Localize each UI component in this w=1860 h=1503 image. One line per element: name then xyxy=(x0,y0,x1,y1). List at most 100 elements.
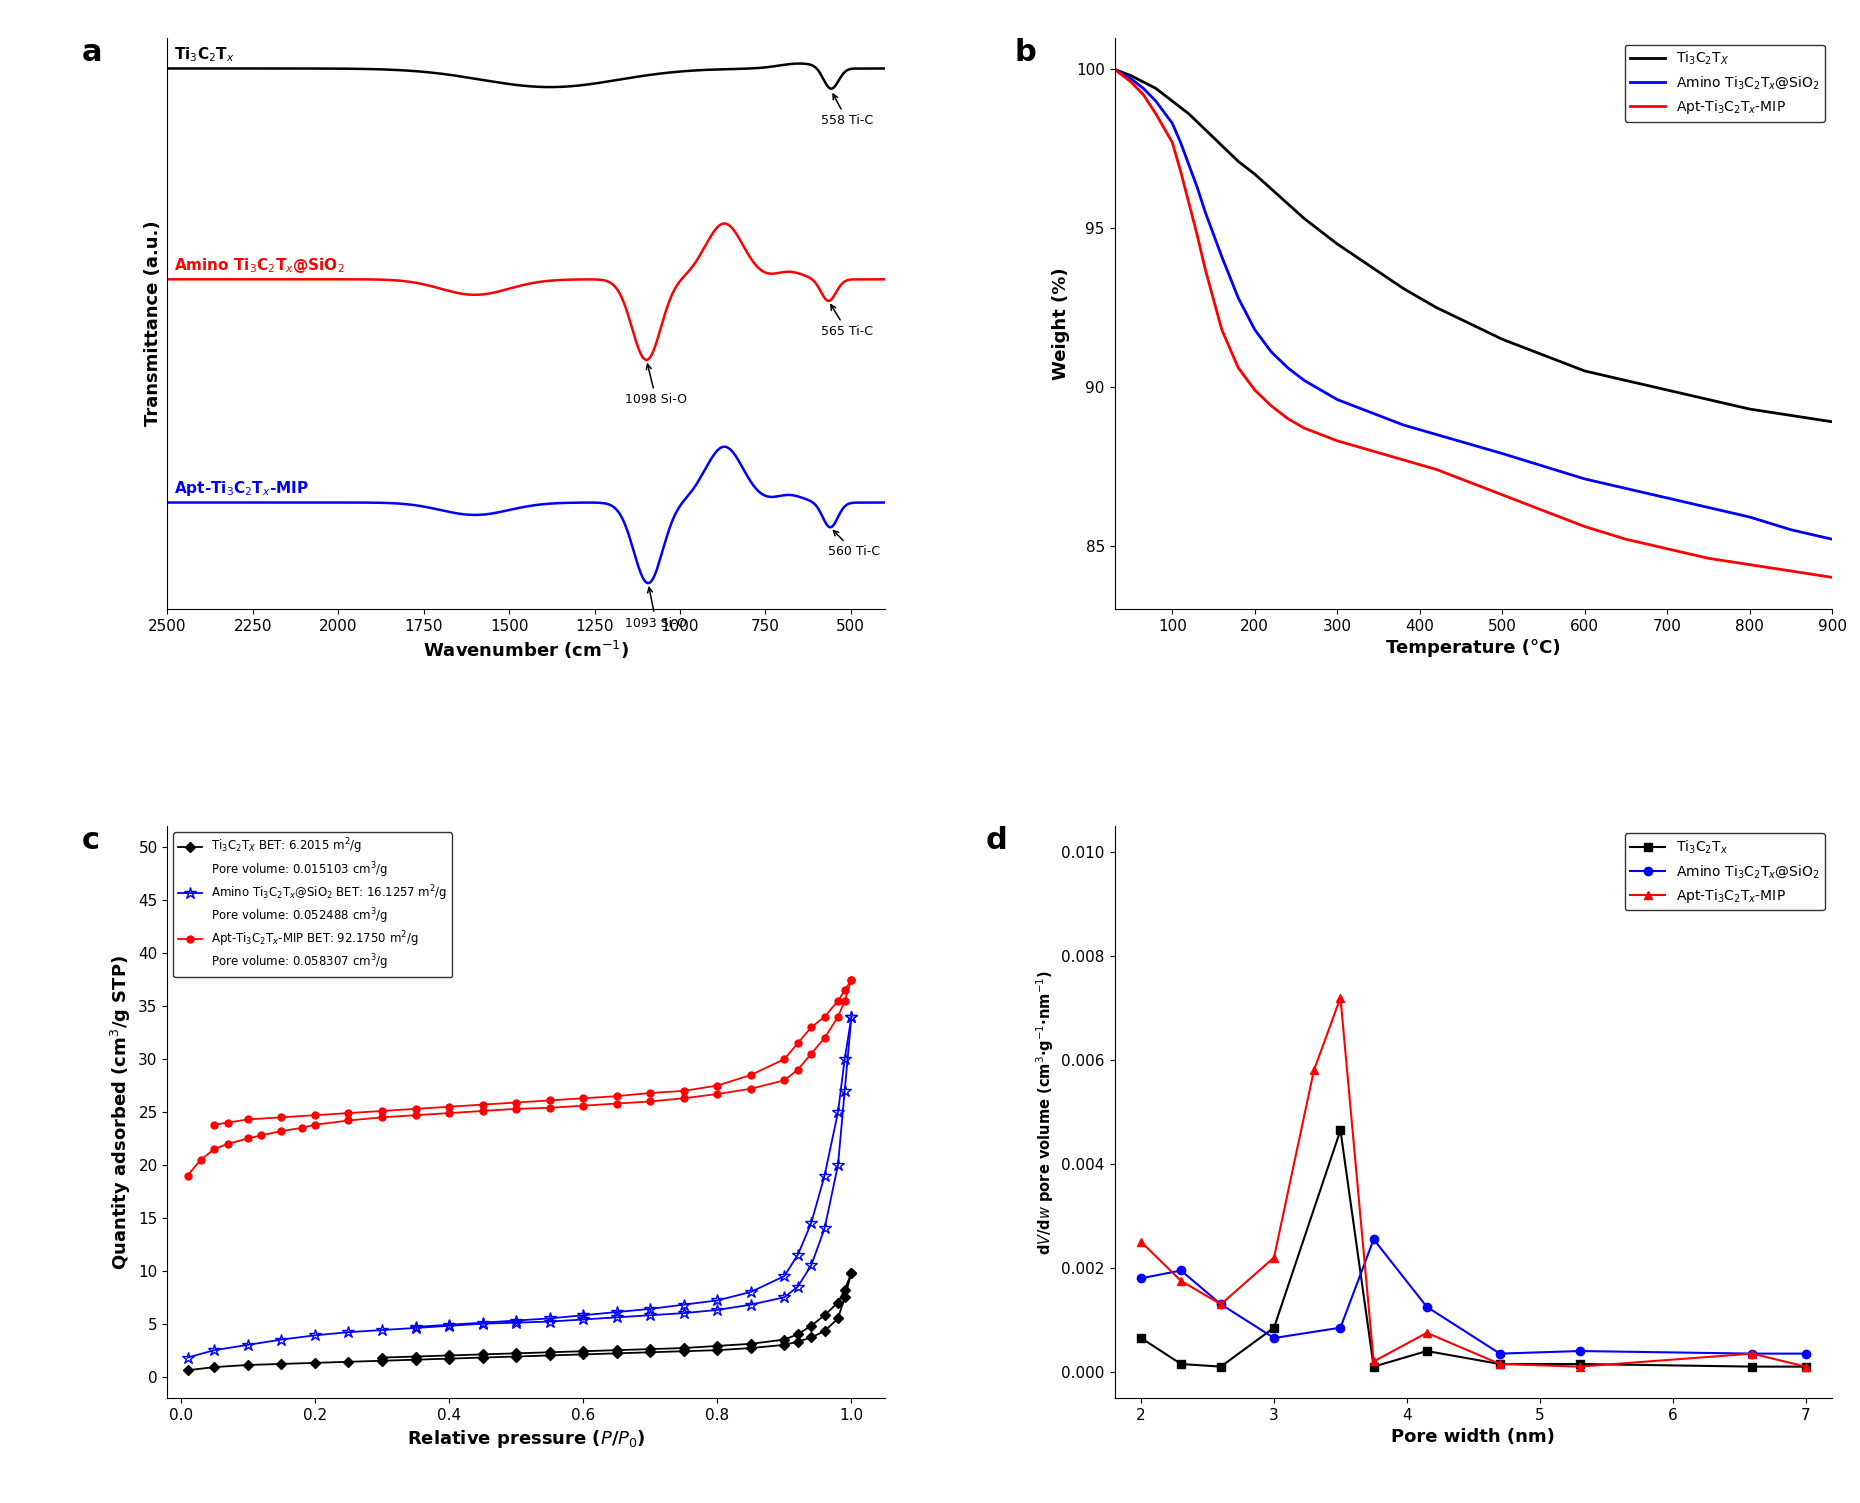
Ti$_3$C$_2$T$_x$ xyxy=(1209,1357,1231,1375)
Apt-Ti$_3$C$_2$T$_x$-MIP xyxy=(1360,442,1382,460)
Ti$_3$C$_2$T$_x$ xyxy=(1488,1356,1510,1374)
Amino Ti$_3$C$_2$T$_x$@SiO$_2$ xyxy=(1309,380,1332,398)
Amino Ti$_3$C$_2$T$_x$@SiO$_2$ xyxy=(1177,156,1200,174)
Ti$_3$C$_2$T$_x$ xyxy=(1263,1318,1285,1336)
Amino Ti$_3$C$_2$T$_x$@SiO$_2$ xyxy=(1276,359,1298,377)
X-axis label: Pore width (nm): Pore width (nm) xyxy=(1391,1428,1555,1446)
Apt-Ti$_3$C$_2$T$_x$-MIP xyxy=(1170,162,1192,180)
Amino Ti$_3$C$_2$T$_x$@SiO$_2$ xyxy=(1293,371,1315,389)
Amino Ti$_3$C$_2$T$_x$@SiO$_2$ xyxy=(1739,508,1761,526)
Apt-Ti$_3$C$_2$T$_x$-MIP xyxy=(1263,1249,1285,1267)
Line: Apt-Ti$_3$C$_2$T$_x$-MIP: Apt-Ti$_3$C$_2$T$_x$-MIP xyxy=(1114,69,1832,577)
Ti$_3$C$_2$T$_X$ xyxy=(1269,188,1291,206)
Ti$_3$C$_2$T$_X$ xyxy=(1244,165,1267,183)
Apt-Ti$_3$C$_2$T$_x$-MIP xyxy=(1614,531,1637,549)
Apt-Ti$_3$C$_2$T$_x$-MIP xyxy=(1741,1345,1763,1363)
Ti$_3$C$_2$T$_x$ xyxy=(1131,1329,1153,1347)
Amino Ti$_3$C$_2$T$_x$@SiO$_2$ xyxy=(1211,248,1233,266)
Text: a: a xyxy=(82,38,102,66)
Apt-Ti$_3$C$_2$T$_x$-MIP xyxy=(1120,74,1142,92)
Apt-Ti$_3$C$_2$T$_x$-MIP xyxy=(1293,419,1315,437)
Amino Ti$_3$C$_2$T$_x$@SiO$_2$ xyxy=(1425,425,1447,443)
Amino Ti$_3$C$_2$T$_x$@SiO$_2$ xyxy=(1120,69,1142,87)
Apt-Ti$_3$C$_2$T$_x$-MIP xyxy=(1533,502,1555,520)
Apt-Ti$_3$C$_2$T$_x$-MIP xyxy=(1187,225,1209,243)
Apt-Ti$_3$C$_2$T$_x$-MIP xyxy=(1655,540,1678,558)
Ti$_3$C$_2$T$_X$ xyxy=(1326,234,1348,253)
Legend: Ti$_3$C$_2$T$_X$, Amino Ti$_3$C$_2$T$_x$@SiO$_2$, Apt-Ti$_3$C$_2$T$_x$-MIP: Ti$_3$C$_2$T$_X$, Amino Ti$_3$C$_2$T$_x$… xyxy=(1624,45,1825,122)
Amino Ti$_3$C$_2$T$_x$@SiO$_2$ xyxy=(1795,1345,1817,1363)
Amino Ti$_3$C$_2$T$_x$@SiO$_2$ xyxy=(1696,499,1719,517)
Amino Ti$_3$C$_2$T$_x$@SiO$_2$ xyxy=(1360,403,1382,421)
Apt-Ti$_3$C$_2$T$_x$-MIP xyxy=(1133,86,1155,104)
Amino Ti$_3$C$_2$T$_x$@SiO$_2$ xyxy=(1533,457,1555,475)
Apt-Ti$_3$C$_2$T$_x$-MIP xyxy=(1211,320,1233,338)
Amino Ti$_3$C$_2$T$_x$@SiO$_2$ xyxy=(1488,1345,1510,1363)
Apt-Ti$_3$C$_2$T$_x$-MIP xyxy=(1276,410,1298,428)
Ti$_3$C$_2$T$_X$ xyxy=(1161,92,1183,110)
Ti$_3$C$_2$T$_X$ xyxy=(1533,346,1555,364)
Text: c: c xyxy=(82,827,99,855)
Apt-Ti$_3$C$_2$T$_x$-MIP xyxy=(1259,397,1282,415)
Ti$_3$C$_2$T$_X$ xyxy=(1144,80,1166,98)
Apt-Ti$_3$C$_2$T$_x$-MIP xyxy=(1330,989,1352,1007)
Amino Ti$_3$C$_2$T$_x$@SiO$_2$ xyxy=(1415,1299,1438,1317)
Text: Apt-Ti$_3$C$_2$T$_x$-MIP: Apt-Ti$_3$C$_2$T$_x$-MIP xyxy=(175,479,309,497)
Y-axis label: Quantity adsorbed (cm$^3$/g STP): Quantity adsorbed (cm$^3$/g STP) xyxy=(108,954,132,1270)
Amino Ti$_3$C$_2$T$_x$@SiO$_2$ xyxy=(1391,416,1414,434)
Line: Amino Ti$_3$C$_2$T$_x$@SiO$_2$: Amino Ti$_3$C$_2$T$_x$@SiO$_2$ xyxy=(1136,1235,1810,1357)
Ti$_3$C$_2$T$_X$ xyxy=(1120,66,1142,84)
X-axis label: Wavenumber (cm$^{-1}$): Wavenumber (cm$^{-1}$) xyxy=(422,639,629,661)
X-axis label: Temperature (°C): Temperature (°C) xyxy=(1386,639,1561,657)
Apt-Ti$_3$C$_2$T$_x$-MIP xyxy=(1144,105,1166,123)
Apt-Ti$_3$C$_2$T$_x$-MIP xyxy=(1209,1296,1231,1314)
Apt-Ti$_3$C$_2$T$_x$-MIP xyxy=(1170,1272,1192,1290)
Ti$_3$C$_2$T$_X$ xyxy=(1293,209,1315,227)
Apt-Ti$_3$C$_2$T$_x$-MIP xyxy=(1696,549,1719,567)
Amino Ti$_3$C$_2$T$_x$@SiO$_2$ xyxy=(1161,114,1183,132)
Text: 1093 Si-O: 1093 Si-O xyxy=(625,588,686,630)
Amino Ti$_3$C$_2$T$_x$@SiO$_2$ xyxy=(1263,1329,1285,1347)
Y-axis label: Weight (%): Weight (%) xyxy=(1053,268,1070,380)
Ti$_3$C$_2$T$_X$ xyxy=(1821,413,1843,431)
Ti$_3$C$_2$T$_x$ xyxy=(1568,1356,1590,1374)
Ti$_3$C$_2$T$_X$ xyxy=(1360,257,1382,275)
Amino Ti$_3$C$_2$T$_x$@SiO$_2$ xyxy=(1568,1342,1590,1360)
Ti$_3$C$_2$T$_X$ xyxy=(1177,105,1200,123)
Ti$_3$C$_2$T$_x$ xyxy=(1363,1357,1386,1375)
Amino Ti$_3$C$_2$T$_x$@SiO$_2$ xyxy=(1244,320,1267,338)
Amino Ti$_3$C$_2$T$_x$@SiO$_2$ xyxy=(1741,1345,1763,1363)
Amino Ti$_3$C$_2$T$_x$@SiO$_2$ xyxy=(1780,520,1802,538)
Apt-Ti$_3$C$_2$T$_x$-MIP xyxy=(1363,1353,1386,1371)
Amino Ti$_3$C$_2$T$_x$@SiO$_2$ xyxy=(1187,177,1209,195)
Ti$_3$C$_2$T$_X$ xyxy=(1425,299,1447,317)
Line: Amino Ti$_3$C$_2$T$_x$@SiO$_2$: Amino Ti$_3$C$_2$T$_x$@SiO$_2$ xyxy=(1114,69,1832,540)
Apt-Ti$_3$C$_2$T$_x$-MIP xyxy=(1309,425,1332,443)
Amino Ti$_3$C$_2$T$_x$@SiO$_2$ xyxy=(1259,343,1282,361)
Text: d: d xyxy=(986,827,1006,855)
Apt-Ti$_3$C$_2$T$_x$-MIP xyxy=(1244,380,1267,398)
Ti$_3$C$_2$T$_X$ xyxy=(1103,60,1125,78)
Apt-Ti$_3$C$_2$T$_x$-MIP xyxy=(1568,1357,1590,1375)
Ti$_3$C$_2$T$_X$ xyxy=(1574,362,1596,380)
Apt-Ti$_3$C$_2$T$_x$-MIP xyxy=(1161,134,1183,152)
Apt-Ti$_3$C$_2$T$_x$-MIP xyxy=(1425,460,1447,478)
Ti$_3$C$_2$T$_X$ xyxy=(1211,137,1233,155)
Line: Ti$_3$C$_2$T$_X$: Ti$_3$C$_2$T$_X$ xyxy=(1114,69,1832,422)
Ti$_3$C$_2$T$_X$ xyxy=(1458,314,1481,332)
Y-axis label: Transmittance (a.u.): Transmittance (a.u.) xyxy=(143,221,162,427)
Text: Ti$_3$C$_2$T$_x$: Ti$_3$C$_2$T$_x$ xyxy=(175,45,234,65)
Apt-Ti$_3$C$_2$T$_x$-MIP xyxy=(1228,359,1250,377)
Apt-Ti$_3$C$_2$T$_x$-MIP xyxy=(1302,1061,1324,1079)
Amino Ti$_3$C$_2$T$_x$@SiO$_2$ xyxy=(1574,470,1596,488)
Apt-Ti$_3$C$_2$T$_x$-MIP xyxy=(1194,260,1216,278)
Ti$_3$C$_2$T$_X$ xyxy=(1696,391,1719,409)
Apt-Ti$_3$C$_2$T$_x$-MIP xyxy=(1780,562,1802,580)
Text: b: b xyxy=(1014,38,1036,66)
Apt-Ti$_3$C$_2$T$_x$-MIP xyxy=(1131,1232,1153,1250)
Ti$_3$C$_2$T$_x$ xyxy=(1170,1356,1192,1374)
Amino Ti$_3$C$_2$T$_x$@SiO$_2$ xyxy=(1170,134,1192,152)
Line: Apt-Ti$_3$C$_2$T$_x$-MIP: Apt-Ti$_3$C$_2$T$_x$-MIP xyxy=(1136,993,1810,1371)
Ti$_3$C$_2$T$_X$ xyxy=(1614,371,1637,389)
Ti$_3$C$_2$T$_X$ xyxy=(1133,74,1155,92)
